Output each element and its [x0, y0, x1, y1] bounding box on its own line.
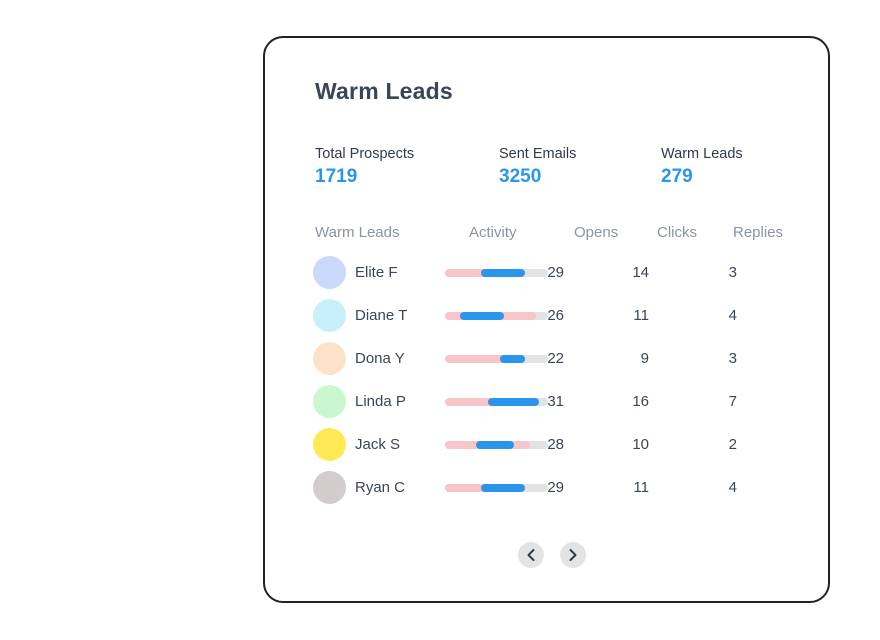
activity-bar-blue-segment — [481, 269, 526, 277]
stat-warm-leads: Warm Leads 279 — [661, 146, 743, 188]
lead-clicks: 11 — [633, 307, 649, 324]
lead-name: Ryan C — [355, 479, 406, 496]
stat-value: 1719 — [315, 166, 358, 187]
activity-bar — [445, 441, 548, 449]
lead-name: Elite F — [355, 264, 398, 281]
card-title: Warm Leads — [315, 78, 453, 104]
lead-opens: 31 — [547, 393, 564, 410]
avatar — [313, 256, 346, 289]
avatar — [313, 342, 346, 375]
lead-opens: 29 — [547, 264, 564, 281]
lead-clicks: 11 — [633, 479, 649, 496]
lead-replies: 4 — [728, 479, 737, 496]
column-header-warm-leads: Warm Leads — [315, 224, 400, 241]
lead-opens: 29 — [547, 479, 564, 496]
chevron-left-icon — [527, 549, 535, 561]
chevron-right-icon — [569, 549, 577, 561]
lead-clicks: 16 — [632, 393, 649, 410]
warm-leads-card: Warm Leads Total Prospects 1719 Sent Ema… — [263, 36, 830, 603]
column-header-clicks: Clicks — [657, 224, 697, 241]
table-row[interactable]: Diane T 26 11 4 — [313, 299, 793, 333]
avatar — [313, 428, 346, 461]
activity-bar — [445, 398, 548, 406]
activity-bar-blue-segment — [488, 398, 539, 406]
stat-total-prospects: Total Prospects 1719 — [315, 146, 414, 188]
lead-opens: 22 — [547, 350, 564, 367]
stat-label: Sent Emails — [499, 146, 577, 162]
previous-page-button[interactable] — [518, 542, 544, 568]
activity-bar — [445, 269, 548, 277]
activity-bar-blue-segment — [460, 312, 504, 320]
avatar — [313, 471, 346, 504]
lead-replies: 3 — [728, 350, 737, 367]
table-row[interactable]: Ryan C 29 11 4 — [313, 471, 793, 505]
column-header-activity: Activity — [469, 224, 517, 241]
stat-value: 279 — [661, 166, 693, 187]
avatar — [313, 385, 346, 418]
table-row[interactable]: Elite F 29 14 3 — [313, 256, 793, 290]
table-row[interactable]: Dona Y 22 9 3 — [313, 342, 793, 376]
avatar — [313, 299, 346, 332]
stat-label: Warm Leads — [661, 146, 743, 162]
lead-opens: 28 — [547, 436, 564, 453]
column-header-opens: Opens — [574, 224, 619, 241]
lead-name: Dona Y — [355, 350, 405, 367]
lead-replies: 2 — [728, 436, 737, 453]
table-row[interactable]: Jack S 28 10 2 — [313, 428, 793, 462]
activity-bar — [445, 355, 548, 363]
lead-name: Jack S — [355, 436, 401, 453]
activity-bar-blue-segment — [475, 441, 514, 449]
lead-opens: 26 — [547, 307, 564, 324]
lead-name: Linda P — [355, 393, 406, 410]
lead-clicks: 10 — [632, 436, 649, 453]
lead-clicks: 14 — [632, 264, 649, 281]
lead-replies: 4 — [728, 307, 737, 324]
stat-sent-emails: Sent Emails 3250 — [499, 146, 576, 188]
lead-name: Diane T — [355, 307, 408, 324]
activity-bar-blue-segment — [499, 355, 526, 363]
lead-clicks: 9 — [640, 350, 649, 367]
lead-replies: 3 — [728, 264, 737, 281]
next-page-button[interactable] — [560, 542, 586, 568]
stat-value: 3250 — [499, 166, 542, 187]
table-row[interactable]: Linda P 31 16 7 — [313, 385, 793, 419]
column-header-replies: Replies — [733, 224, 784, 241]
activity-bar-blue-segment — [481, 484, 526, 492]
activity-bar — [445, 484, 548, 492]
activity-bar — [445, 312, 548, 320]
activity-bar-pink-segment — [445, 355, 526, 363]
lead-replies: 7 — [728, 393, 737, 410]
stat-label: Total Prospects — [315, 146, 415, 162]
